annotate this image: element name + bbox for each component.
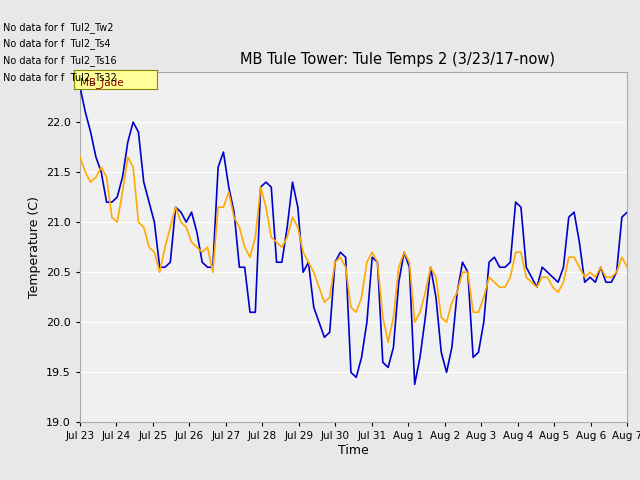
Text: MB_Jade: MB_Jade xyxy=(80,77,124,87)
Y-axis label: Temperature (C): Temperature (C) xyxy=(28,196,40,298)
Text: No data for f  Tul2_Ts32: No data for f Tul2_Ts32 xyxy=(3,72,117,83)
Text: No data for f  Tul2_Ts4: No data for f Tul2_Ts4 xyxy=(3,38,111,49)
Text: No data for f  Tul2_Ts16: No data for f Tul2_Ts16 xyxy=(3,55,117,66)
Text: No data for f  Tul2_Tw2: No data for f Tul2_Tw2 xyxy=(3,22,114,33)
X-axis label: Time: Time xyxy=(338,444,369,457)
Legend: Tul2_Ts-2, Tul2_Ts-8: Tul2_Ts-2, Tul2_Ts-8 xyxy=(248,478,459,480)
Title: MB Tule Tower: Tule Temps 2 (3/23/17-now): MB Tule Tower: Tule Temps 2 (3/23/17-now… xyxy=(240,52,555,67)
